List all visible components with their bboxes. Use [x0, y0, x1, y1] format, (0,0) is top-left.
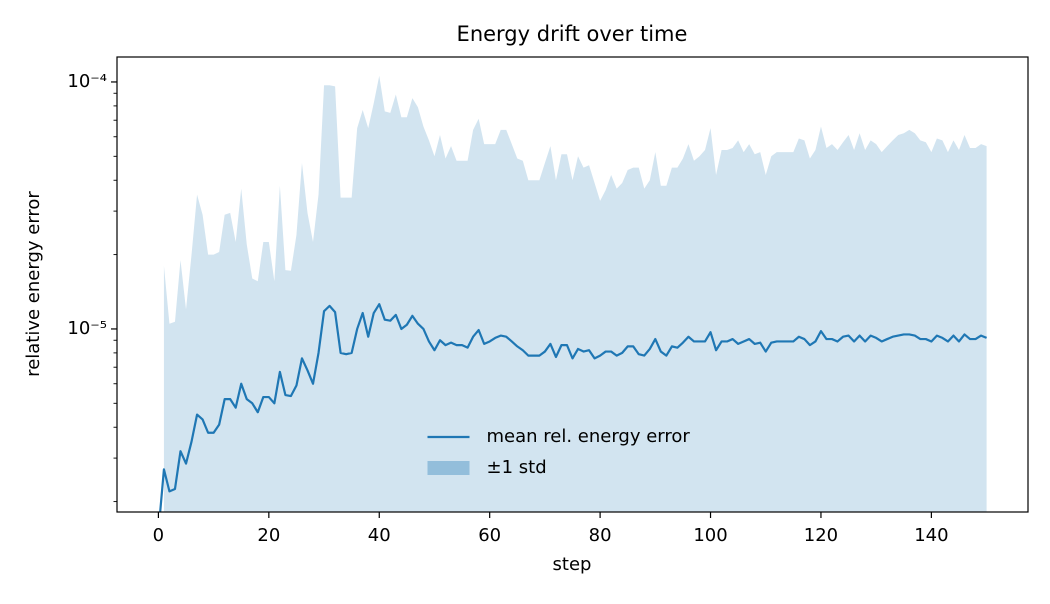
x-tick-label: 140: [914, 525, 948, 546]
mean-line: [159, 303, 988, 512]
legend-swatch: [427, 461, 470, 475]
x-tick-label: 60: [478, 525, 501, 546]
y-tick-label: 10⁻⁴: [67, 71, 107, 92]
x-tick-label: 120: [804, 525, 838, 546]
chart-title: Energy drift over time: [457, 22, 688, 46]
axes-frame: [116, 56, 1029, 513]
x-tick-label: 80: [589, 525, 612, 546]
x-tick-label: 20: [257, 525, 280, 546]
legend-label: mean rel. energy error: [487, 426, 691, 447]
x-tick-label: 40: [368, 525, 391, 546]
legend-label: ±1 std: [487, 457, 547, 478]
x-tick-label: 100: [693, 525, 727, 546]
std-band: [163, 75, 987, 512]
y-tick-label: 10⁻⁵: [67, 318, 107, 339]
x-axis-label: step: [553, 554, 592, 575]
plot-area: [159, 75, 988, 512]
y-axis-label: relative energy error: [23, 191, 44, 377]
x-tick-label: 0: [153, 525, 164, 546]
